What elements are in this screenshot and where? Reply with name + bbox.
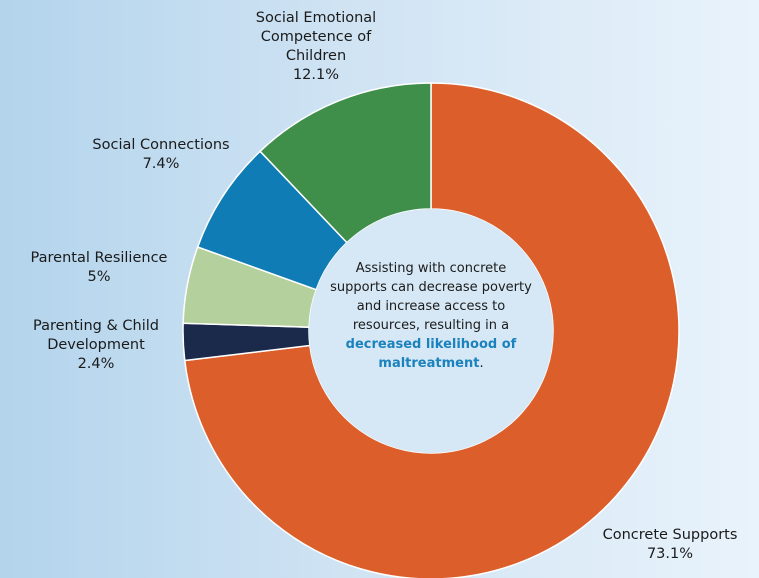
slice-label-parental-resilience: Parental Resilience 5% bbox=[8, 249, 190, 287]
slice-name: Parenting & Child Development bbox=[33, 318, 159, 353]
slice-value: 2.4% bbox=[77, 356, 115, 372]
slice-value: 12.1% bbox=[292, 67, 340, 83]
center-message-lead: Assisting with concrete supports can dec… bbox=[330, 261, 532, 333]
slice-value: 7.4% bbox=[142, 156, 180, 172]
slice-name: Social Connections bbox=[92, 137, 230, 153]
slice-value: 5% bbox=[87, 269, 111, 285]
slice-name: Concrete Supports bbox=[602, 527, 738, 543]
slice-value: 73.1% bbox=[646, 546, 694, 562]
center-message-highlight: decreased likelihood of maltreatment bbox=[345, 337, 517, 371]
center-message: Assisting with concrete supports can dec… bbox=[330, 259, 532, 373]
center-message-end: . bbox=[479, 356, 484, 371]
slice-label-parenting-child-development: Parenting & Child Development 2.4% bbox=[12, 317, 180, 374]
slice-label-concrete-supports: Concrete Supports 73.1% bbox=[586, 526, 754, 564]
slice-name: Social Emotional Competence of Children bbox=[255, 10, 377, 64]
slice-label-social-emotional-competence: Social Emotional Competence of Children … bbox=[232, 9, 400, 85]
donut-center-hole bbox=[309, 209, 553, 453]
slice-name: Parental Resilience bbox=[30, 250, 168, 266]
slice-label-social-connections: Social Connections 7.4% bbox=[72, 136, 250, 174]
